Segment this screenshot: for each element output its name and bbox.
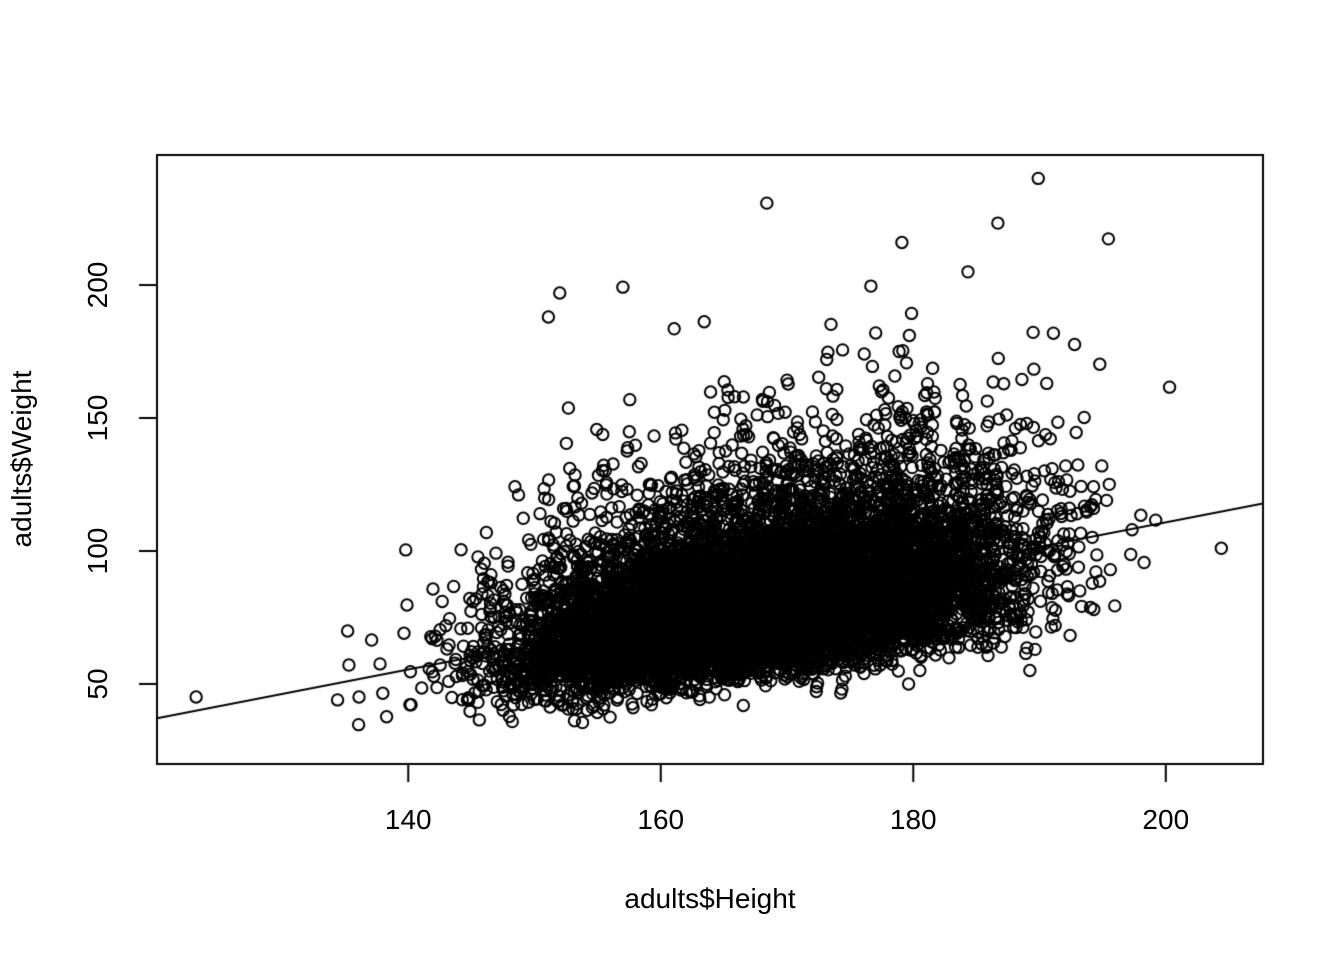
y-tick-label-2: 150 [82,394,113,442]
y-tick-label-3: 200 [82,261,113,309]
y-tick-label-0: 50 [82,668,113,700]
y-axis-label: adults$Weight [6,370,37,548]
x-axis-label: adults$Height [624,883,796,914]
x-tick-label-0: 140 [384,804,432,835]
x-tick-label-2: 180 [889,804,937,835]
x-tick-label-1: 160 [637,804,685,835]
y-tick-label-1: 100 [82,527,113,575]
x-tick-label-3: 200 [1142,804,1190,835]
